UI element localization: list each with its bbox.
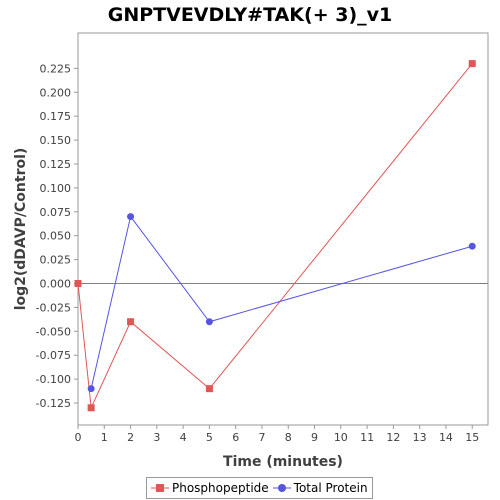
y-tick-label: -0.075 [36,349,71,362]
x-tick-label: 9 [311,431,318,444]
circle-marker-icon [272,484,291,492]
series-phosphopeptide [74,60,476,412]
x-tick-label: 0 [75,431,82,444]
x-axis-label: Time (minutes) [223,454,343,470]
series-line-total-protein [90,215,473,389]
data-point-total-protein [205,318,213,326]
x-tick-label: 15 [465,431,479,444]
data-point-phosphopeptide [74,279,82,287]
y-tick-label: 0.225 [40,62,72,75]
x-tick-label: 3 [153,431,160,444]
chart-title: GNPTVEVDLY#TAK(+ 3)_v1 [108,4,393,26]
y-tick-label: 0.000 [40,277,72,290]
y-tick-label: 0.175 [40,110,72,123]
y-tick-label: 0.125 [40,158,72,171]
x-tick-label: 8 [285,431,292,444]
y-tick-label: -0.100 [36,373,71,386]
y-tick-label: -0.050 [36,325,71,338]
legend-item-phosphopeptide: Phosphopeptide [151,481,269,495]
x-tick-label: 7 [258,431,265,444]
series-layer [74,60,476,412]
data-point-phosphopeptide [468,60,476,68]
x-tick-label: 6 [232,431,239,444]
y-tick-label: 0.100 [40,182,72,195]
plot-area [77,32,489,426]
y-axis: -0.125 -0.100 -0.075 -0.050 -0.025 0.000 0.025… [36,62,78,410]
x-tick-label: 4 [180,431,187,444]
x-tick-label: 10 [334,431,348,444]
legend-item-total-protein: Total Protein [272,481,368,495]
square-marker-icon [151,484,169,492]
y-tick-label: -0.025 [36,301,71,314]
y-tick-label: 0.075 [40,206,72,219]
legend: Phosphopeptide Total Protein [146,477,373,499]
y-tick-label: 0.050 [40,230,72,243]
y-tick-label: -0.125 [36,397,71,410]
data-point-total-protein [87,385,95,393]
x-axis: 0 1 2 3 4 5 6 7 8 9 10 11 12 13 14 15 [75,425,479,444]
x-tick-label: 5 [206,431,213,444]
y-tick-label: 0.200 [40,86,72,99]
x-tick-label: 2 [127,431,134,444]
data-point-phosphopeptide [205,385,213,393]
x-tick-label: 13 [413,431,427,444]
y-axis-label: log2(dDAVP/Control) [13,148,29,311]
data-point-total-protein [468,242,476,250]
data-point-total-protein [127,213,135,221]
y-tick-label: 0.150 [40,134,72,147]
x-tick-label: 12 [386,431,400,444]
x-tick-label: 1 [101,431,108,444]
data-point-phosphopeptide [87,404,95,412]
series-total-protein [87,213,476,393]
legend-label-total-protein: Total Protein [293,481,368,495]
x-tick-label: 11 [360,431,374,444]
legend-label-phosphopeptide: Phosphopeptide [172,481,269,495]
data-point-phosphopeptide [127,318,135,326]
y-tick-label: 0.025 [40,254,72,267]
x-tick-label: 14 [439,431,453,444]
